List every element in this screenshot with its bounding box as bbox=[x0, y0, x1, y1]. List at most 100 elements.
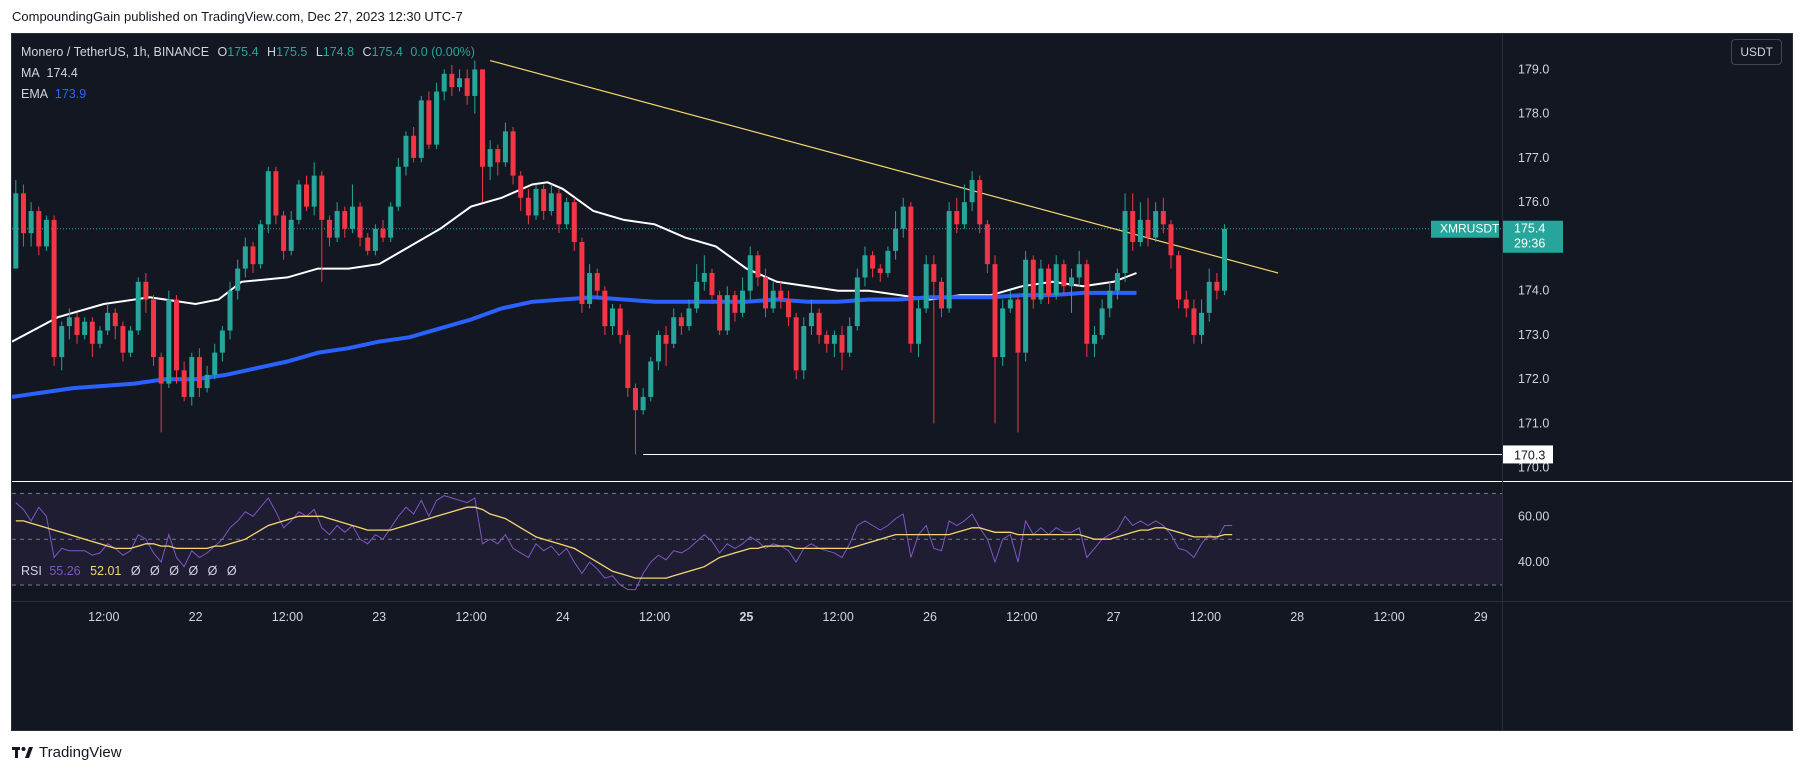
time-tick-label: 12:00 bbox=[1190, 610, 1221, 624]
candle-body bbox=[66, 317, 72, 327]
candle-body bbox=[51, 219, 57, 358]
time-tick-label: 25 bbox=[739, 610, 753, 624]
chart-canvas[interactable]: 170.0171.0172.0173.0174.0175.0176.0177.0… bbox=[12, 34, 1793, 731]
candles bbox=[13, 60, 1228, 455]
candle-body bbox=[59, 326, 65, 358]
candle-body bbox=[724, 295, 730, 331]
candle-body bbox=[885, 250, 891, 273]
candle-body bbox=[403, 135, 409, 167]
chart-container[interactable]: 170.0171.0172.0173.0174.0175.0176.0177.0… bbox=[11, 33, 1793, 731]
symbol-tag: XMRUSDT bbox=[1440, 222, 1500, 236]
candle-body bbox=[281, 215, 287, 251]
candle-body bbox=[1222, 228, 1228, 291]
candle-body bbox=[900, 206, 906, 229]
candle-body bbox=[1076, 264, 1082, 278]
rsi-pane bbox=[12, 492, 1502, 591]
candle-body bbox=[173, 299, 179, 371]
symbol-tag-bg bbox=[1431, 220, 1499, 238]
ema-label[interactable]: EMA bbox=[21, 87, 48, 101]
support-tag-value: 170.3 bbox=[1514, 448, 1545, 462]
candle-body bbox=[1168, 224, 1174, 256]
candle-body bbox=[97, 330, 103, 344]
candle-body bbox=[640, 396, 646, 411]
candle-body bbox=[1191, 308, 1197, 335]
rsi-label[interactable]: RSI bbox=[21, 564, 42, 578]
candle-body bbox=[502, 131, 508, 163]
candle-body bbox=[617, 308, 623, 335]
candle-body bbox=[250, 246, 256, 265]
candle-body bbox=[1107, 290, 1113, 309]
time-tick-label: 12:00 bbox=[823, 610, 854, 624]
price-tick-label: 177.0 bbox=[1518, 151, 1549, 165]
candle-body bbox=[763, 277, 769, 309]
candle-body bbox=[28, 211, 34, 234]
time-tick-label: 12:00 bbox=[88, 610, 119, 624]
candle-body bbox=[571, 202, 577, 243]
currency-button[interactable]: USDT bbox=[1731, 39, 1782, 65]
price-tick-label: 176.0 bbox=[1518, 195, 1549, 209]
countdown-value: 29:36 bbox=[1514, 237, 1545, 251]
candle-body bbox=[785, 299, 791, 318]
candle-body bbox=[992, 264, 998, 358]
candle-body bbox=[472, 69, 478, 96]
candle-body bbox=[778, 290, 784, 300]
candle-body bbox=[755, 255, 761, 278]
candle-body bbox=[732, 295, 738, 313]
candle-body bbox=[916, 308, 922, 344]
candle-body bbox=[678, 317, 684, 327]
rsi-ma-line bbox=[15, 506, 1233, 579]
candle-body bbox=[365, 237, 371, 251]
candle-body bbox=[969, 180, 975, 203]
candle-body bbox=[242, 246, 248, 269]
ma-label[interactable]: MA bbox=[21, 66, 40, 80]
time-tick-label: 12:00 bbox=[1006, 610, 1037, 624]
candle-body bbox=[1206, 281, 1212, 313]
candle-body bbox=[1061, 264, 1067, 287]
symbol-title[interactable]: Monero / TetherUS, 1h, BINANCE bbox=[21, 45, 210, 59]
candle-body bbox=[847, 326, 853, 353]
rsi-tick-label: 60.00 bbox=[1518, 509, 1549, 523]
candle-body bbox=[388, 206, 394, 238]
time-tick-label: 12:00 bbox=[1373, 610, 1404, 624]
time-tick-label: 23 bbox=[372, 610, 386, 624]
candle-body bbox=[793, 317, 799, 371]
candle-body bbox=[1153, 211, 1159, 238]
support-tag-bg bbox=[1503, 445, 1553, 464]
candle-body bbox=[548, 193, 554, 212]
ma-value: 174.4 bbox=[46, 66, 78, 80]
candle-body bbox=[923, 264, 929, 309]
change-value: 0.0 (0.00%) bbox=[410, 45, 475, 59]
candle-body bbox=[594, 272, 600, 291]
moving-averages bbox=[12, 181, 1137, 399]
candle-body bbox=[135, 281, 141, 331]
rsi-ma-value: 52.01 bbox=[90, 564, 122, 578]
candle-body bbox=[510, 131, 516, 176]
price-tick-label: 179.0 bbox=[1518, 62, 1549, 76]
time-tick-label: 22 bbox=[189, 610, 203, 624]
publish-info: CompoundingGain published on TradingView… bbox=[12, 9, 463, 24]
candle-body bbox=[189, 357, 195, 397]
ema-value: 173.9 bbox=[54, 87, 87, 101]
candle-body bbox=[602, 290, 608, 327]
candle-body bbox=[105, 312, 111, 331]
candle-body bbox=[441, 73, 447, 92]
candle-body bbox=[564, 202, 570, 225]
rsi-extra-values: Ø Ø Ø Ø Ø Ø bbox=[130, 564, 240, 578]
candle-body bbox=[235, 268, 241, 291]
time-tick-label: 24 bbox=[556, 610, 570, 624]
tradingview-brand[interactable]: TradingView bbox=[12, 744, 122, 761]
price-pane bbox=[12, 34, 1792, 730]
candle-body bbox=[870, 255, 876, 269]
candle-body bbox=[632, 388, 638, 411]
candle-body bbox=[556, 193, 562, 225]
price-tick-label: 178.0 bbox=[1518, 107, 1549, 121]
price-tags: XMRUSDT 175.429:36 170.3 bbox=[1431, 220, 1563, 464]
candle-body bbox=[265, 171, 271, 225]
price-tick-label: 173.0 bbox=[1518, 328, 1549, 342]
candle-body bbox=[357, 206, 363, 238]
candle-body bbox=[518, 175, 524, 198]
candle-body bbox=[1199, 312, 1205, 335]
candle-body bbox=[20, 193, 26, 234]
candle-body bbox=[158, 357, 164, 384]
candle-body bbox=[977, 180, 983, 225]
